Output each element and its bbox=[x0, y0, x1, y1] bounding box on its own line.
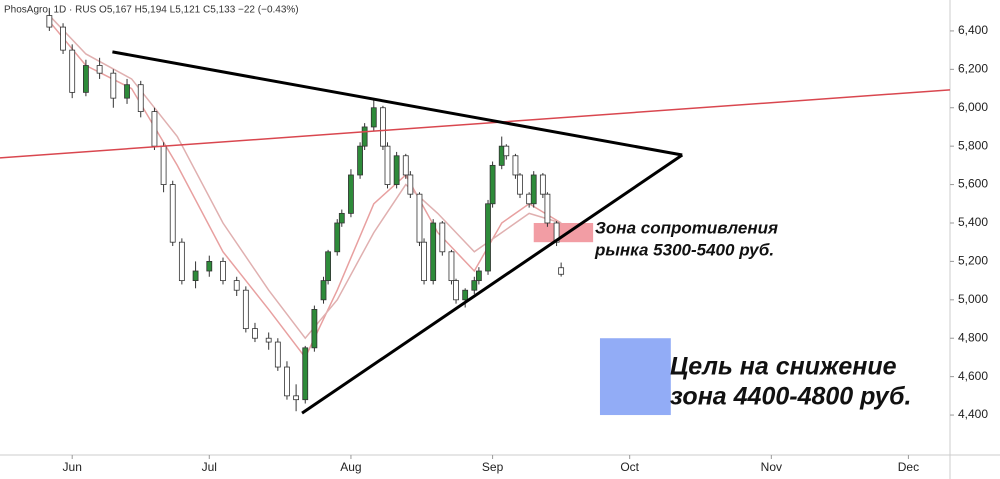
candle-body bbox=[265, 337, 272, 343]
y-tick-label: 6,000 bbox=[958, 100, 988, 114]
candle-body bbox=[338, 212, 345, 224]
candle-body bbox=[544, 193, 551, 224]
candle-body bbox=[553, 222, 560, 243]
candle-body bbox=[325, 251, 331, 282]
candle-body bbox=[220, 260, 226, 282]
y-tick-label: 4,600 bbox=[958, 369, 988, 383]
y-tick-label: 5,200 bbox=[958, 254, 988, 268]
zone bbox=[533, 222, 594, 243]
candle-body bbox=[439, 222, 446, 253]
candle-body bbox=[96, 65, 103, 74]
candle-body bbox=[334, 222, 341, 253]
x-tick-label: Jul bbox=[202, 460, 217, 474]
x-tick-label: Nov bbox=[761, 460, 782, 474]
header: PhosAgro, 1D · RUS O5,167 H5,194 L5,121 … bbox=[4, 5, 299, 16]
candle-body bbox=[110, 72, 117, 99]
candle-body bbox=[348, 174, 354, 214]
candle-body bbox=[380, 107, 386, 147]
y-tick-label: 5,600 bbox=[958, 177, 988, 191]
annotation: Зона сопротивления bbox=[595, 218, 778, 237]
x-tick-label: Sep bbox=[482, 460, 504, 474]
candle-body bbox=[539, 174, 546, 195]
candle-body bbox=[274, 341, 281, 368]
y-tick-label: 4,400 bbox=[958, 407, 988, 421]
candle-body bbox=[160, 145, 167, 185]
line bbox=[48, 15, 562, 340]
candle-body bbox=[503, 145, 510, 157]
candle-body bbox=[471, 280, 478, 291]
candle-body bbox=[485, 203, 491, 272]
candle-body bbox=[293, 395, 300, 401]
candle-body bbox=[69, 49, 76, 93]
x-tick-label: Jun bbox=[63, 460, 82, 474]
candle-body bbox=[284, 366, 290, 397]
candle-body bbox=[320, 280, 327, 301]
candle-body bbox=[357, 145, 363, 176]
line bbox=[0, 89, 951, 159]
x-tick-label: Dec bbox=[898, 460, 919, 474]
candle-body bbox=[178, 241, 185, 282]
candle-body bbox=[475, 270, 482, 282]
candle-body bbox=[448, 251, 455, 282]
candle-body bbox=[453, 280, 459, 301]
candle-body bbox=[462, 289, 469, 301]
candle-body bbox=[46, 15, 53, 28]
candle-body bbox=[311, 309, 318, 349]
candle-body bbox=[402, 155, 409, 176]
candle-body bbox=[489, 164, 496, 205]
y-tick-label: 4,800 bbox=[958, 330, 988, 344]
annotation: зона 4400-4800 руб. bbox=[670, 383, 911, 411]
candle-body bbox=[421, 241, 427, 282]
plot bbox=[0, 7, 951, 416]
y-tick-label: 6,200 bbox=[958, 62, 988, 76]
candle-body bbox=[517, 174, 523, 195]
candle-body bbox=[558, 267, 565, 275]
candle-body bbox=[430, 222, 437, 282]
candle-body bbox=[192, 270, 199, 282]
candle-body bbox=[370, 107, 377, 128]
zone bbox=[599, 338, 671, 416]
candle-body bbox=[83, 65, 89, 93]
candle-body bbox=[124, 84, 130, 99]
line bbox=[112, 50, 683, 157]
candle-body bbox=[169, 184, 176, 243]
y-tick-label: 6,400 bbox=[958, 23, 988, 37]
candle-body bbox=[60, 26, 66, 51]
candle-body bbox=[530, 174, 537, 205]
candle-body bbox=[151, 111, 158, 147]
candle-body bbox=[233, 280, 240, 291]
candle-body bbox=[206, 260, 213, 272]
y-tick-label: 5,800 bbox=[958, 138, 988, 152]
candle-body bbox=[512, 155, 519, 176]
candle-body bbox=[137, 84, 144, 112]
candle-body bbox=[361, 126, 368, 147]
candle-body bbox=[384, 145, 391, 185]
candle-body bbox=[407, 174, 414, 195]
x-tick-label: Oct bbox=[620, 460, 639, 474]
candle-body bbox=[393, 155, 400, 185]
annotation: рынка 5300-5400 руб. bbox=[594, 240, 774, 259]
candle-body bbox=[242, 289, 249, 330]
y-tick-label: 5,000 bbox=[958, 292, 988, 306]
candle-body bbox=[252, 328, 258, 339]
annotation: Цель на снижение bbox=[670, 353, 897, 381]
x-tick-label: Aug bbox=[340, 460, 361, 474]
y-tick-label: 5,400 bbox=[958, 215, 988, 229]
candle-body bbox=[416, 193, 423, 243]
line bbox=[301, 153, 684, 415]
candle-body bbox=[302, 347, 309, 401]
